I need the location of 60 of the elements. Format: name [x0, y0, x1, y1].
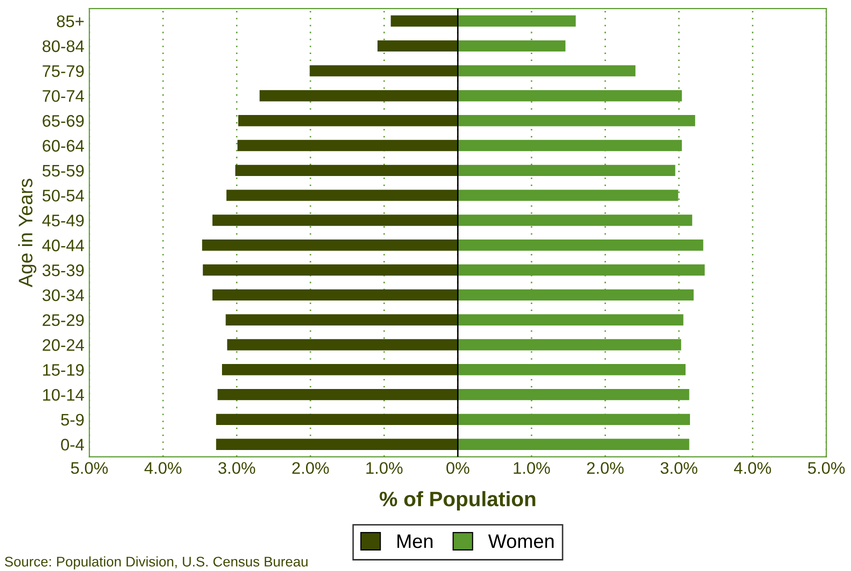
bar — [458, 240, 704, 251]
y-tick-label: 55-59 — [42, 164, 84, 177]
x-tick-label: 4.0% — [144, 462, 182, 474]
x-tick-label: 4.0% — [734, 462, 772, 474]
bar — [218, 388, 458, 400]
legend-label: Women — [488, 534, 554, 548]
x-tick-label: 2.0% — [587, 462, 624, 474]
x-tick-label: 1.0% — [514, 462, 550, 474]
bar — [202, 264, 458, 276]
bar — [226, 190, 458, 201]
bar — [458, 65, 636, 76]
x-tick-label: 5.0% — [71, 462, 108, 474]
bar — [237, 140, 458, 152]
y-tick-label: 0-4 — [61, 438, 84, 451]
y-tick-label: 35-39 — [42, 264, 84, 276]
y-tick-label: 65-69 — [42, 115, 84, 127]
y-axis-title: Age in Years — [18, 178, 36, 288]
y-tick-label: 10-14 — [43, 388, 84, 401]
y-tick-label: 15-19 — [43, 364, 84, 376]
y-tick-label: 50-54 — [42, 190, 84, 202]
y-tick-label: 85+ — [56, 15, 84, 28]
bar — [458, 140, 682, 152]
bar — [390, 15, 458, 27]
bar — [222, 364, 458, 376]
bar — [458, 364, 686, 376]
y-tick-label: 80-84 — [42, 40, 84, 52]
bar — [212, 214, 458, 226]
y-tick-label: 25-29 — [42, 314, 84, 326]
bar — [216, 414, 458, 426]
bar — [227, 339, 458, 350]
bar — [260, 90, 458, 102]
x-tick-label: 0% — [446, 462, 470, 474]
y-tick-label: 40-44 — [42, 240, 84, 252]
bar — [202, 240, 458, 251]
x-tick-label: 3.0% — [218, 462, 256, 474]
y-tick-label: 75-79 — [42, 65, 84, 78]
bar — [238, 115, 458, 126]
bar — [226, 314, 458, 326]
bar — [458, 314, 684, 326]
y-tick-label: 70-74 — [42, 90, 84, 102]
y-tick-label: 60-64 — [42, 140, 84, 152]
bar — [212, 289, 458, 301]
y-tick-label: 30-34 — [42, 289, 84, 302]
x-axis-title: % of Population — [380, 491, 536, 511]
x-tick-label: 5.0% — [808, 462, 845, 474]
x-tick-label: 3.0% — [660, 462, 698, 474]
y-tick-label: 5-9 — [61, 414, 84, 426]
y-tick-label: 20-24 — [42, 339, 84, 351]
source-note: Source: Population Division, U.S. Census Bureau — [4, 556, 308, 570]
bar — [378, 40, 458, 52]
y-tick-label: 45-49 — [42, 214, 84, 226]
x-tick-label: 2.0% — [292, 462, 329, 474]
bar — [458, 15, 576, 27]
bar — [458, 438, 690, 450]
x-tick-label: 1.0% — [366, 462, 403, 474]
bar — [235, 164, 458, 176]
legend-label: Men — [397, 534, 432, 548]
bar — [458, 115, 696, 126]
bar — [216, 438, 458, 450]
bar — [310, 65, 458, 76]
